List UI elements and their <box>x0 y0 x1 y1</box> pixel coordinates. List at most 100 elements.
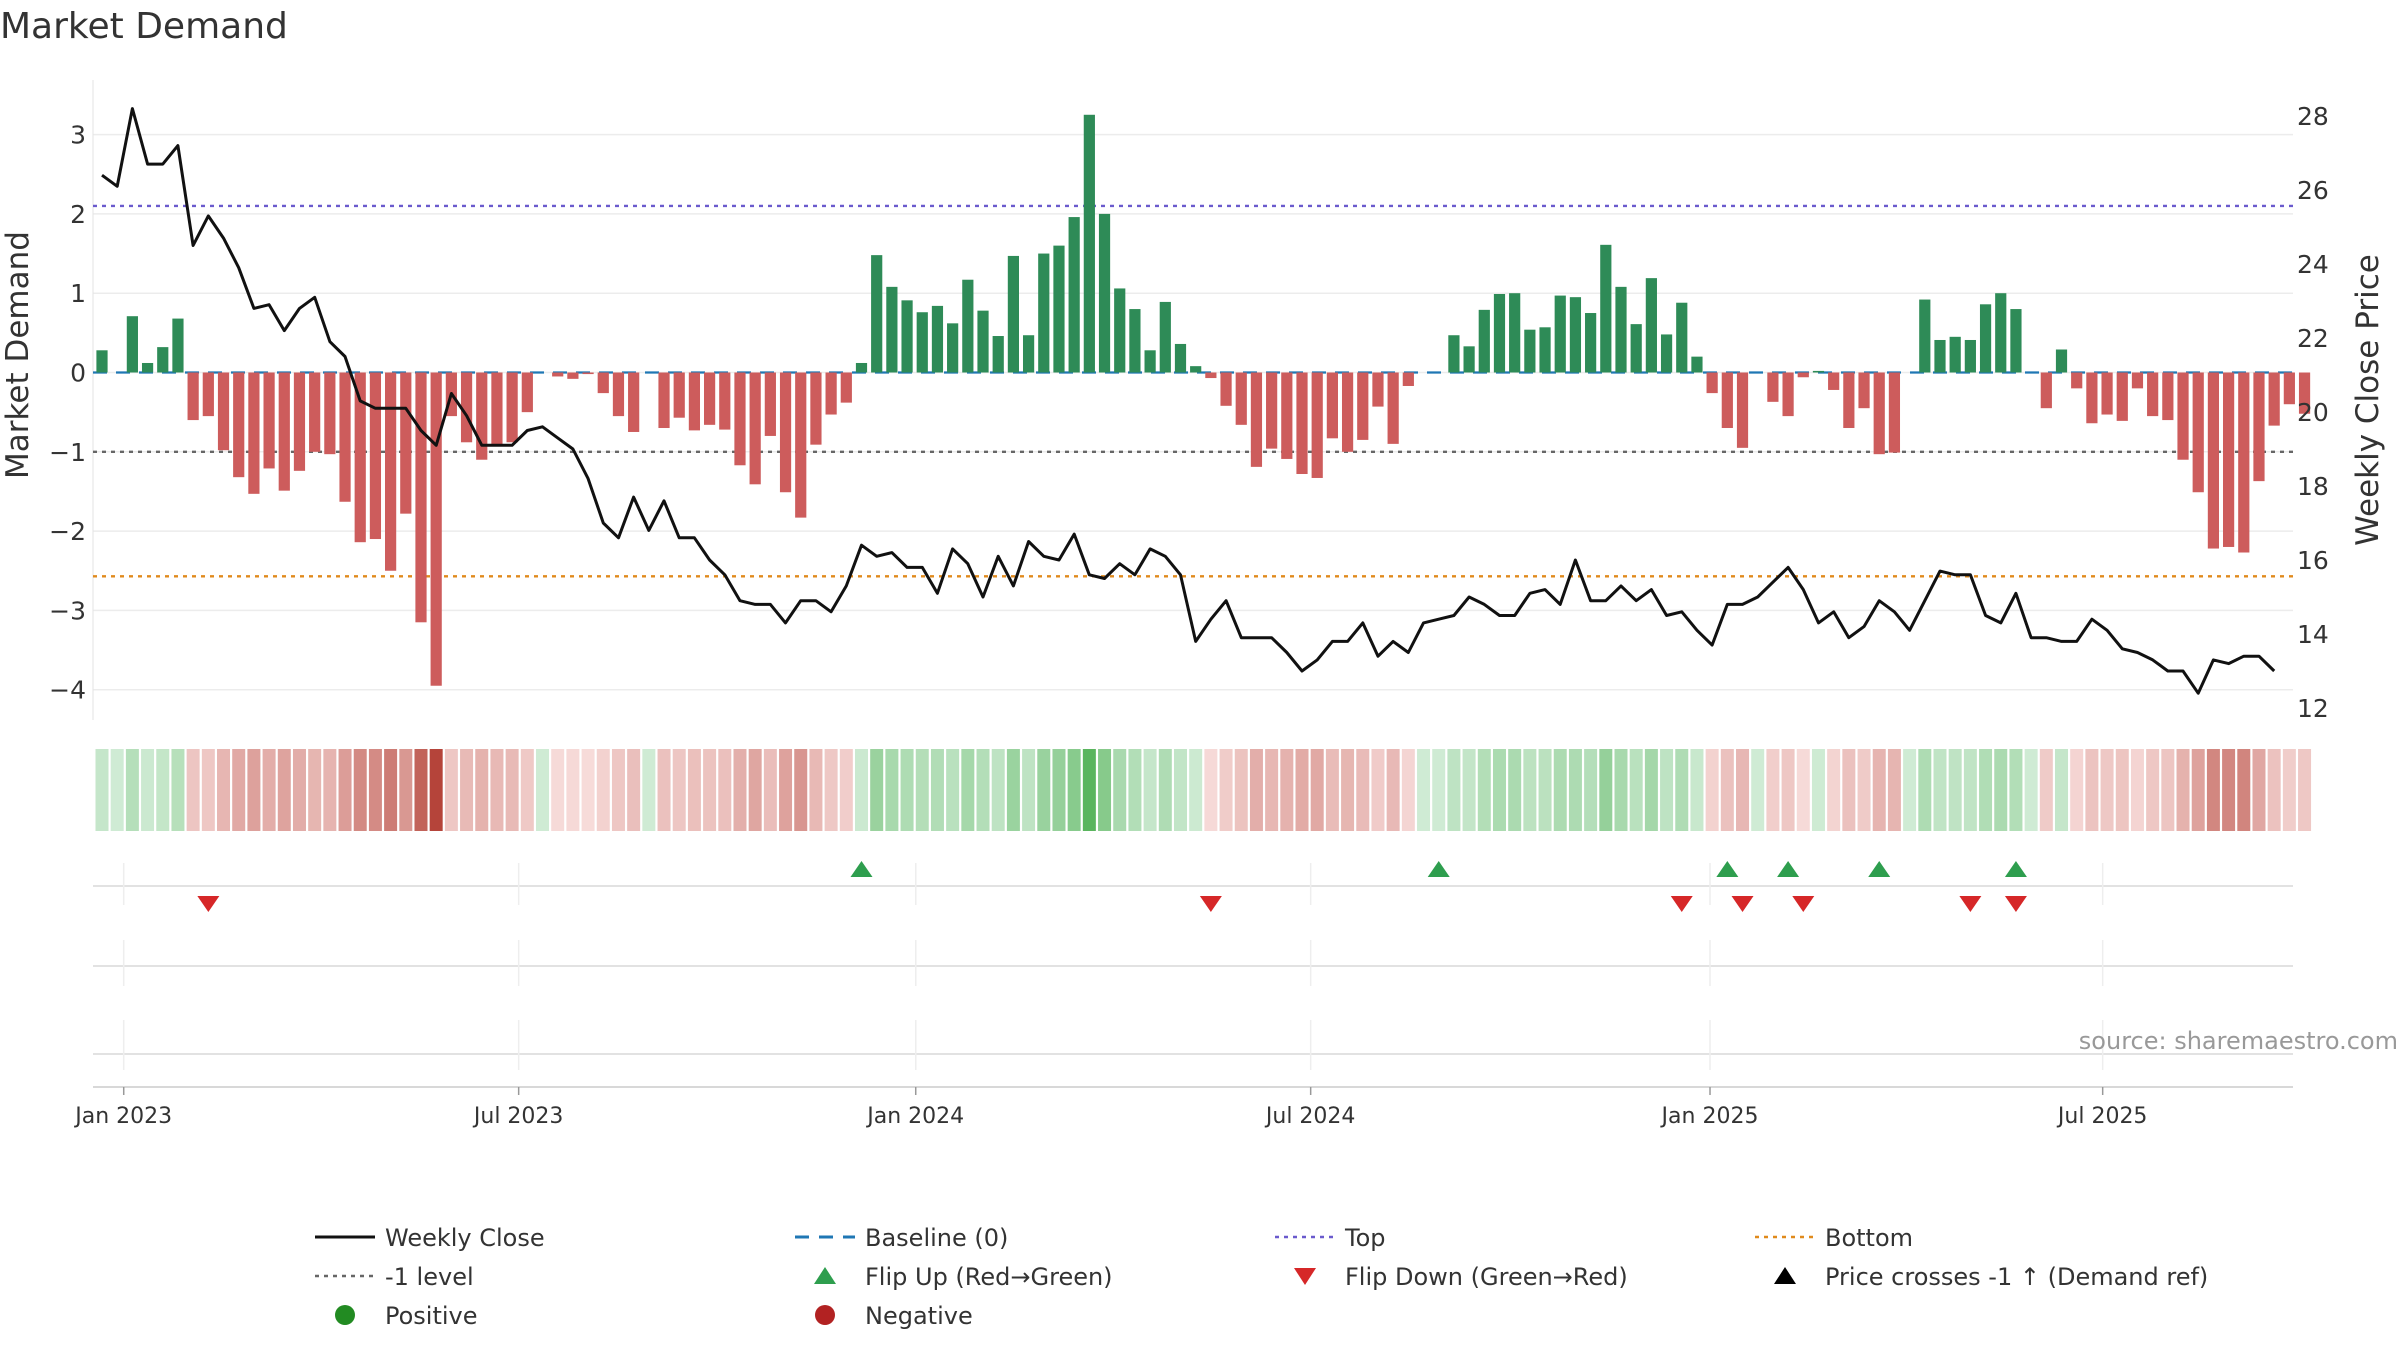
heat-cell <box>733 749 747 831</box>
heat-cell <box>429 749 443 831</box>
demand-bar <box>491 372 503 446</box>
demand-bar <box>263 372 275 469</box>
heat-cell <box>976 749 990 831</box>
heat-cell <box>1751 749 1765 831</box>
heat-cell <box>536 749 550 831</box>
demand-bar <box>688 372 701 431</box>
demand-bar <box>673 372 685 418</box>
legend-label: Flip Up (Red→Green) <box>865 1263 1113 1291</box>
demand-bar <box>233 372 245 478</box>
heat-cell <box>1082 749 1096 831</box>
demand-bar <box>476 372 488 460</box>
demand-bar <box>947 323 959 373</box>
heat-cell <box>323 749 337 831</box>
chart-title: Market Demand <box>0 6 288 47</box>
heat-cell <box>627 749 641 831</box>
demand-bar <box>354 372 366 543</box>
demand-bar <box>1296 372 1308 475</box>
left-tick-label: 2 <box>70 200 86 229</box>
heat-cell <box>809 749 823 831</box>
heat-cell <box>1310 749 1324 831</box>
heat-cell <box>1219 749 1233 831</box>
demand-bar <box>2040 372 2052 409</box>
demand-bar <box>2268 372 2280 426</box>
heat-cell <box>672 749 686 831</box>
flip-up-marker <box>1777 861 1800 877</box>
demand-bar <box>1341 372 1354 452</box>
left-tick-label: −4 <box>49 676 86 705</box>
heat-cell <box>991 749 1005 831</box>
demand-bar <box>2071 372 2083 389</box>
heat-cell <box>1462 749 1476 831</box>
demand-bar <box>810 372 822 445</box>
heat-cell <box>277 749 291 831</box>
heat-cell <box>2085 749 2099 831</box>
demand-bar <box>1022 335 1035 373</box>
heat-cell <box>1720 749 1734 831</box>
demand-bar <box>749 372 761 485</box>
demand-bar <box>628 372 640 432</box>
demand-bar <box>1964 339 1976 373</box>
demand-bar <box>2147 372 2159 417</box>
demand-bar <box>1448 335 1460 373</box>
demand-bar <box>217 372 230 451</box>
heat-cell <box>1918 749 1932 831</box>
demand-bar <box>1114 288 1126 373</box>
flip-down-marker <box>1792 896 1815 912</box>
demand-bar <box>1706 372 1718 394</box>
demand-bar <box>1463 346 1475 373</box>
right-axis-label: Weekly Close Price <box>2350 254 2386 546</box>
heat-cell <box>1963 749 1977 831</box>
heat-cell <box>657 749 671 831</box>
flip-down-marker <box>1199 896 1222 912</box>
heat-cell <box>2100 749 2114 831</box>
demand-bar <box>1266 372 1278 449</box>
heat-cell <box>687 749 701 831</box>
heat-cell <box>1432 749 1446 831</box>
heat-cell <box>95 749 109 831</box>
legend-label: Weekly Close <box>385 1224 545 1252</box>
demand-bar <box>2192 372 2204 493</box>
demand-bar <box>1038 253 1050 373</box>
heat-cell <box>1736 749 1750 831</box>
demand-bar <box>552 372 564 377</box>
heat-cell <box>1037 749 1051 831</box>
demand-bar <box>1129 309 1141 373</box>
heat-cell <box>171 749 185 831</box>
demand-bar <box>157 347 169 373</box>
demand-bar <box>1098 213 1111 373</box>
heat-cell <box>900 749 914 831</box>
heat-cell <box>1128 749 1142 831</box>
heat-cell <box>1417 749 1431 831</box>
demand-bar <box>704 372 716 425</box>
heat-cell <box>596 749 610 831</box>
heat-cell <box>141 749 155 831</box>
demand-bar <box>1828 372 1840 390</box>
demand-bar <box>1357 372 1369 440</box>
demand-bar <box>309 372 321 452</box>
x-tick-label: Jul 2023 <box>472 1104 564 1129</box>
demand-bar <box>1311 372 1323 478</box>
heat-cell <box>1614 749 1628 831</box>
heat-cell <box>2055 749 2069 831</box>
heat-cell <box>399 749 413 831</box>
legend-label: Price crosses -1 ↑ (Demand ref) <box>1825 1263 2208 1291</box>
demand-bar <box>1736 372 1749 448</box>
demand-bar <box>1554 295 1566 373</box>
demand-bar <box>2298 372 2311 414</box>
heat-cell <box>1523 749 1537 831</box>
demand-bar <box>1676 302 1688 373</box>
heat-cell <box>2282 749 2296 831</box>
demand-bar <box>1797 372 1809 378</box>
heat-cell <box>292 749 306 831</box>
demand-bar <box>415 372 427 623</box>
heat-cell <box>551 749 565 831</box>
demand-bar <box>2223 372 2235 547</box>
heat-cell <box>1341 749 1355 831</box>
heat-cell <box>1477 749 1491 831</box>
demand-bar <box>597 372 609 394</box>
demand-bar <box>385 372 397 571</box>
heat-cell <box>490 749 504 831</box>
demand-bars <box>96 114 2311 686</box>
demand-bar <box>871 255 883 373</box>
